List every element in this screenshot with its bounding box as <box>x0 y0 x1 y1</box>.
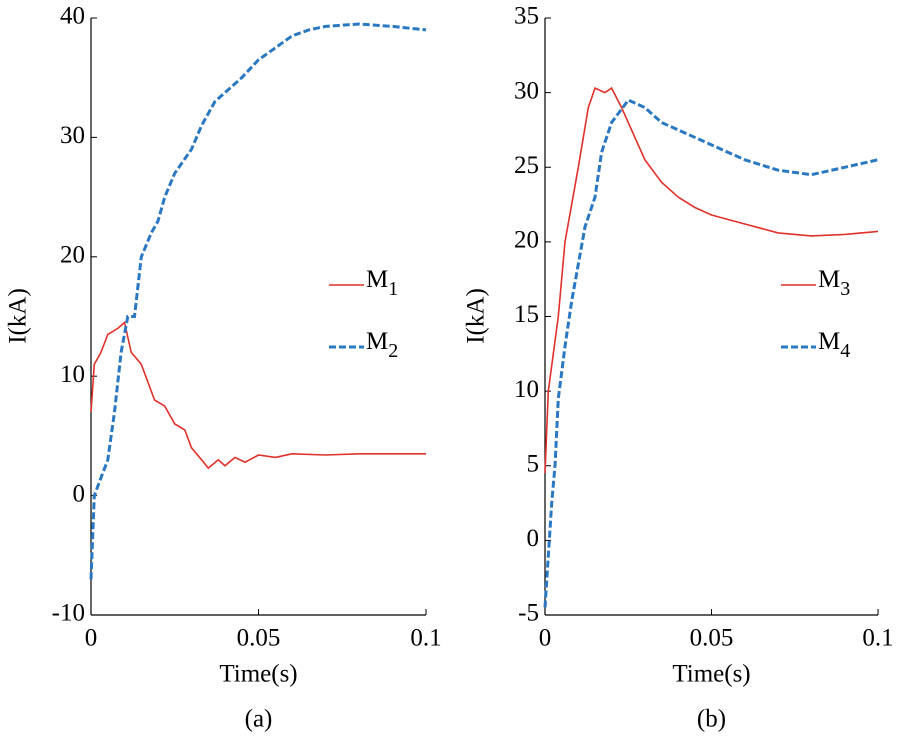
y-tick-label: -5 <box>518 600 539 627</box>
legend-label: M2 <box>366 328 398 362</box>
y-tick-label: 30 <box>514 77 539 104</box>
y-tick-label: 10 <box>514 376 539 403</box>
caption: (b) <box>697 706 726 733</box>
y-tick-label: 25 <box>514 152 539 179</box>
y-tick-label: 20 <box>514 227 539 254</box>
y-tick-label: 15 <box>514 301 539 328</box>
x-axis-label: Time(s) <box>219 661 297 688</box>
y-axis-label: I(kA) <box>5 288 32 344</box>
x-tick-label: 0.1 <box>410 625 441 652</box>
y-tick-label: 0 <box>527 525 540 552</box>
series-line <box>543 98 879 608</box>
legend-label: M3 <box>818 266 850 300</box>
legend-label: M4 <box>818 328 850 362</box>
y-tick-label: 35 <box>514 3 539 30</box>
y-tick-label: 0 <box>73 480 86 507</box>
y-tick-label: 40 <box>60 3 85 30</box>
y-tick-label: 30 <box>60 122 85 149</box>
x-tick-label: 0 <box>539 625 552 652</box>
y-tick-label: -10 <box>52 600 85 627</box>
y-axis-label: I(kA) <box>463 288 490 344</box>
x-tick-label: 0 <box>85 625 98 652</box>
y-tick-label: 5 <box>527 450 540 477</box>
x-tick-label: 0.1 <box>862 625 893 652</box>
y-tick-label: 20 <box>60 242 85 269</box>
legend-label: M1 <box>366 266 398 300</box>
x-axis-label: Time(s) <box>672 661 750 688</box>
series-line <box>90 321 426 470</box>
caption: (a) <box>245 706 273 733</box>
x-tick-label: 0.05 <box>237 625 281 652</box>
y-tick-label: 10 <box>60 361 85 388</box>
series-line <box>544 86 879 474</box>
x-tick-label: 0.05 <box>690 625 734 652</box>
series-line <box>89 22 427 580</box>
